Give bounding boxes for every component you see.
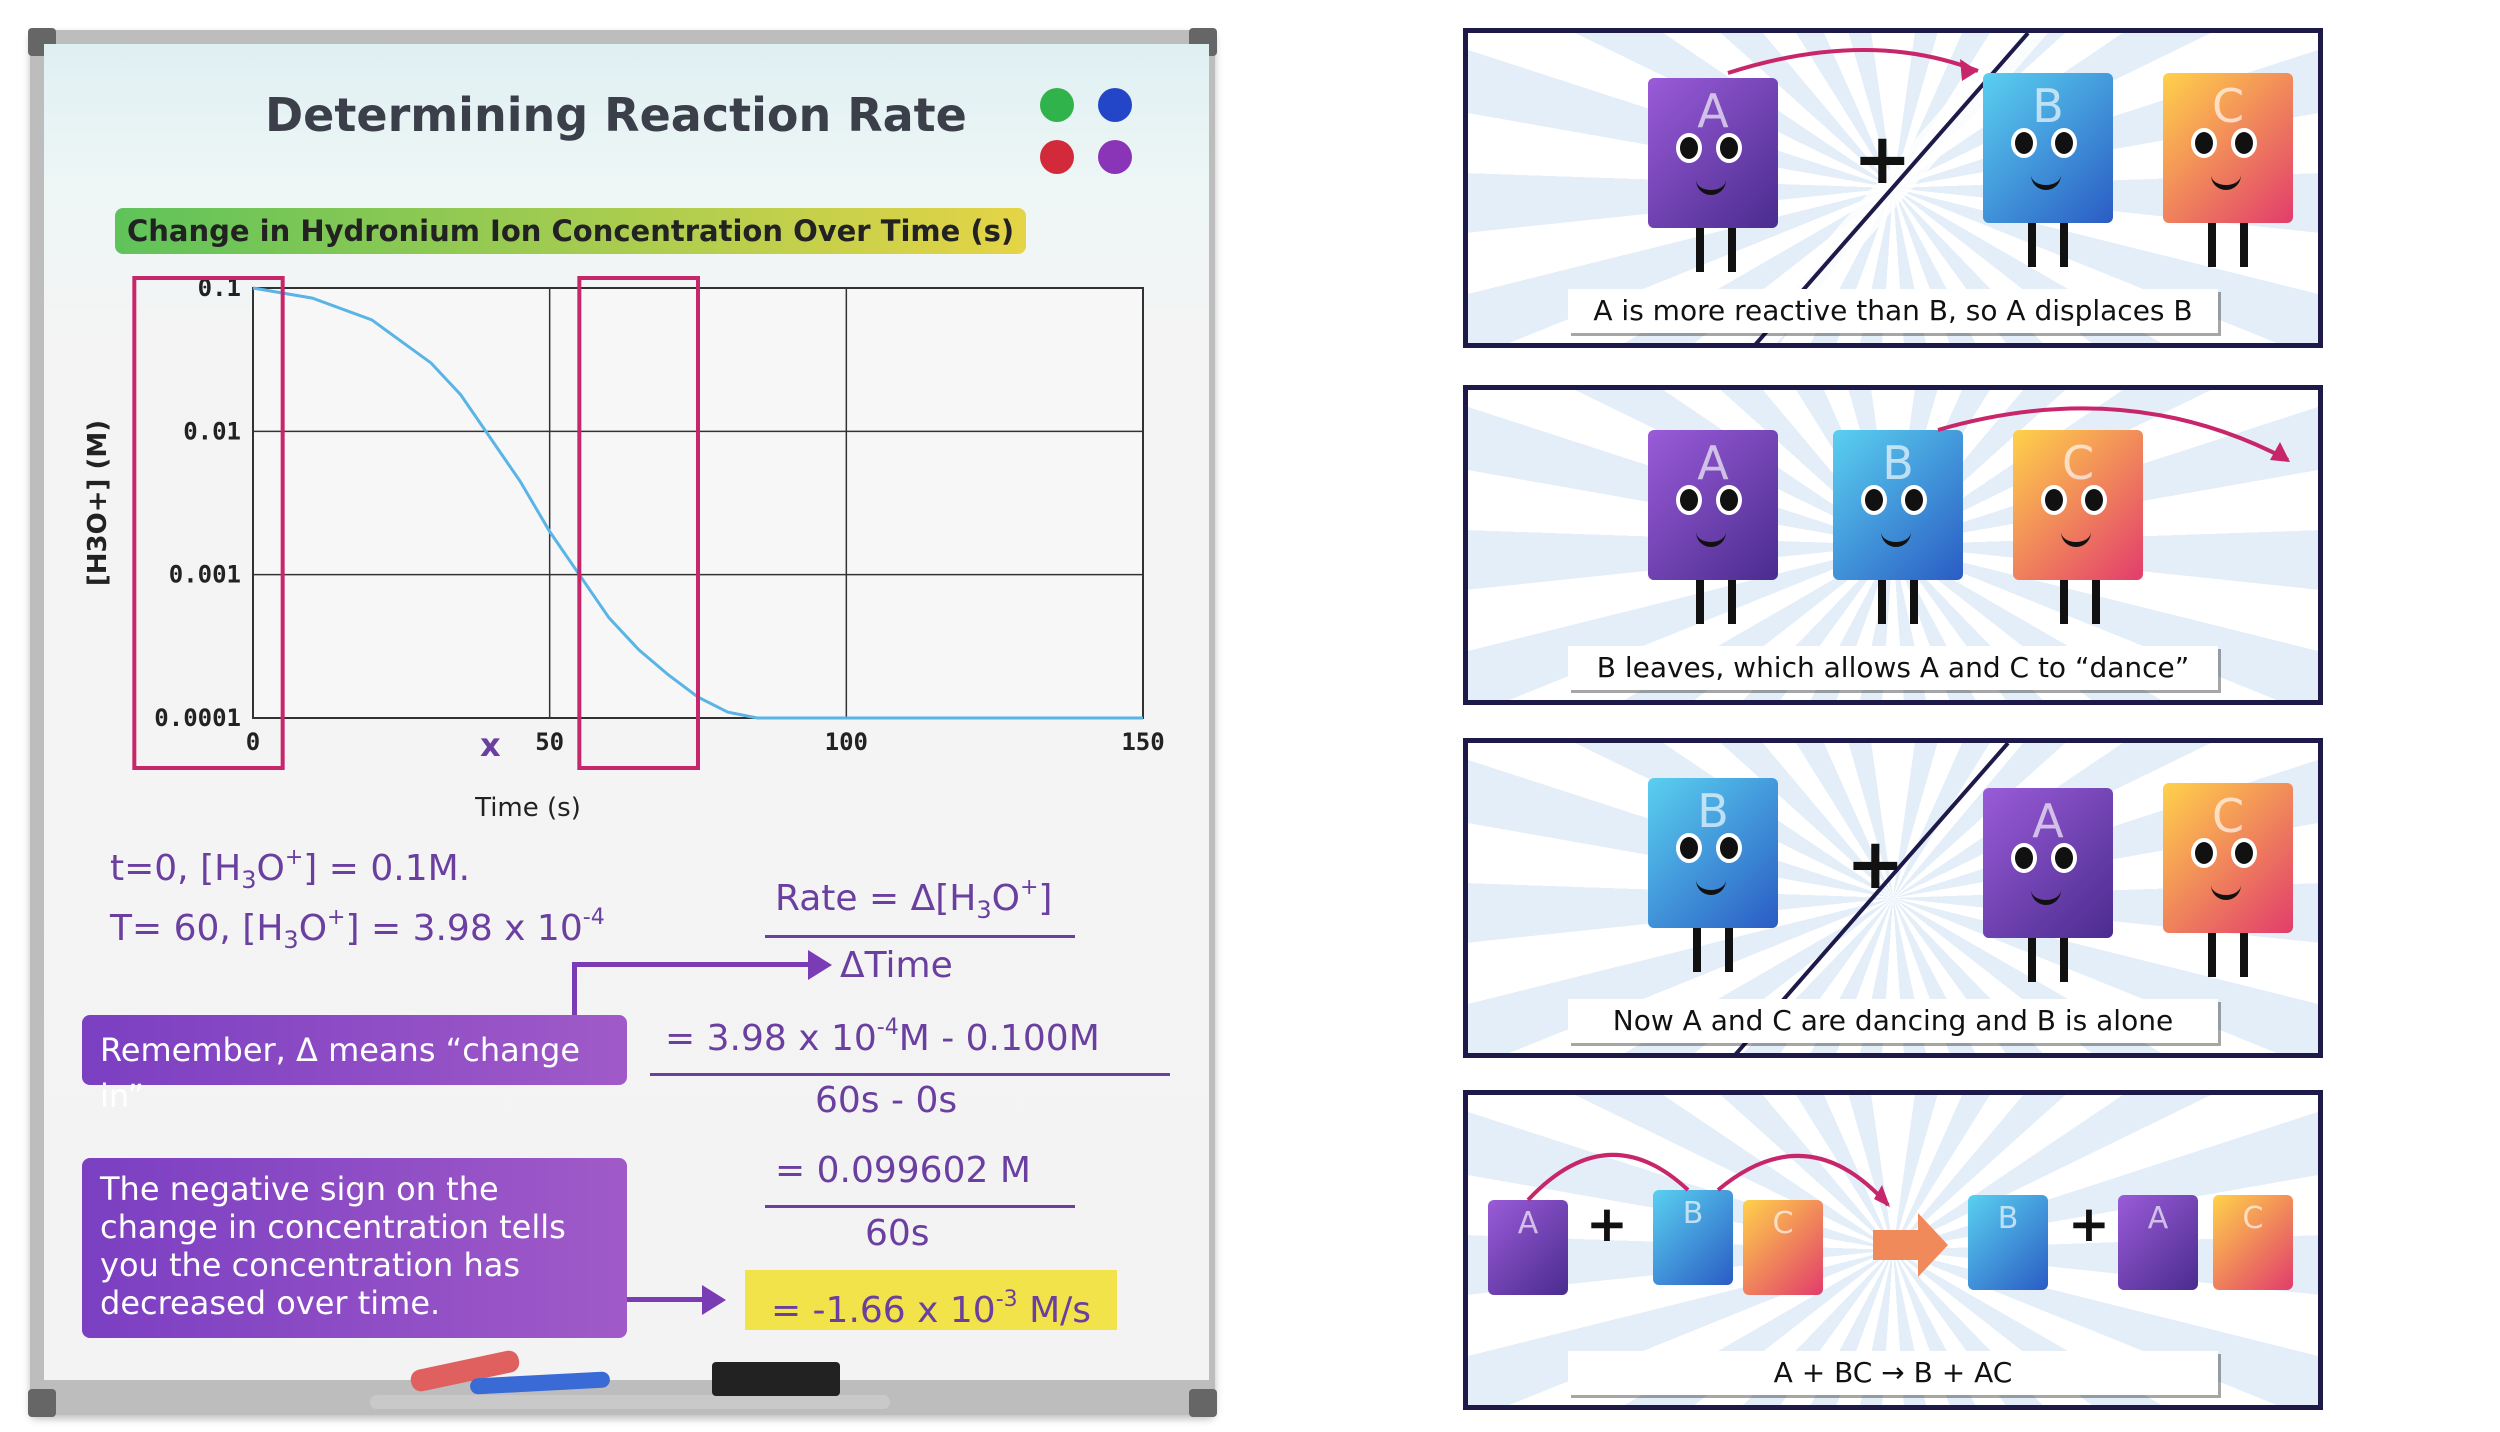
book-a: A	[1488, 1200, 1568, 1295]
highlight-box	[132, 276, 285, 770]
y-tick-label: 0.0001	[154, 704, 241, 732]
panel-equation: A + B C B + A C A + BC → B + AC	[1463, 1090, 2323, 1410]
book-c: C	[2213, 1195, 2293, 1290]
book-c: C	[2013, 430, 2143, 580]
book-b-legs	[1693, 928, 1733, 972]
arrow-a-to-b	[1727, 48, 1979, 81]
panel-b-leaves: A B C B leaves, which allows A and C to …	[1463, 385, 2323, 705]
arrow-to-denominator	[572, 962, 812, 967]
book-a: A	[1983, 788, 2113, 938]
arrow-to-denominator-stem	[572, 962, 577, 1017]
fraction-line-1	[765, 935, 1075, 938]
highlight-box	[577, 276, 701, 770]
book-c-legs	[2208, 223, 2248, 267]
note-initial: t=0, [H3O+] = 0.1M.	[110, 845, 471, 894]
book-a-legs	[1696, 580, 1736, 624]
x-marker: x	[480, 726, 501, 764]
x-tick-label: 0	[246, 728, 260, 756]
calc-numerator: = 3.98 x 10-4M - 0.100M	[665, 1015, 1100, 1059]
fraction-line-3	[765, 1205, 1075, 1208]
book-b-legs	[1878, 580, 1918, 624]
book-b: B	[1983, 73, 2113, 223]
book-a: A	[1648, 430, 1778, 580]
panel4-caption: A + BC → B + AC	[1568, 1351, 2218, 1395]
book-a: A	[2118, 1195, 2198, 1290]
plus-icon: +	[1586, 1195, 1628, 1253]
blue-dot	[1098, 88, 1132, 122]
result-numerator: = 0.099602 M	[775, 1150, 1031, 1191]
fraction-line-2	[650, 1073, 1170, 1076]
panel1-caption: A is more reactive than B, so A displace…	[1568, 289, 2218, 333]
arrow-b-leaves	[1937, 406, 2290, 462]
note-final-concentration: T= 60, [H3O+] = 3.98 x 10-4	[110, 905, 605, 954]
panel3-caption: Now A and C are dancing and B is alone	[1568, 999, 2218, 1043]
book-c: C	[1743, 1200, 1823, 1295]
result-denominator: 60s	[865, 1213, 930, 1254]
plus-icon: +	[2068, 1195, 2110, 1253]
book-a: A	[1648, 78, 1778, 228]
panel2-caption: B leaves, which allows A and C to “dance…	[1568, 646, 2218, 690]
rate-denominator: ΔTime	[840, 945, 953, 986]
book-c: C	[2163, 783, 2293, 933]
reaction-arrows	[1526, 1152, 1948, 1277]
final-rate: = -1.66 x 10-3 M/s	[745, 1270, 1117, 1331]
remember-box: Remember, Δ means “change in”	[82, 1015, 627, 1115]
purple-dot	[1098, 140, 1132, 174]
book-a-legs	[1696, 228, 1736, 272]
x-tick-label: 50	[535, 728, 564, 756]
plus-icon: +	[1853, 118, 1912, 200]
marker-tray	[370, 1395, 890, 1409]
green-dot	[1040, 88, 1074, 122]
calc-denominator: 60s - 0s	[815, 1080, 958, 1121]
y-tick-label: 0.01	[183, 417, 241, 445]
book-b: B	[1968, 1195, 2048, 1290]
x-tick-label: 150	[1121, 728, 1164, 756]
arrow-head-1	[808, 950, 832, 980]
concentration-curve	[252, 286, 1143, 720]
y-tick-label: 0.001	[169, 561, 241, 589]
book-b: B	[1833, 430, 1963, 580]
book-b-legs	[2028, 223, 2068, 267]
chart-subtitle: Change in Hydronium Ion Concentration Ov…	[115, 208, 1027, 254]
book-b: B	[1653, 1190, 1733, 1285]
book-c-legs	[2208, 933, 2248, 977]
y-axis-label: [H3O+] (M)	[83, 420, 113, 586]
red-dot	[1040, 140, 1074, 174]
book-c: C	[2163, 73, 2293, 223]
rate-formula: Rate = Δ[H3O+]	[775, 875, 1053, 924]
x-tick-label: 100	[825, 728, 868, 756]
plus-icon: +	[1846, 823, 1905, 905]
arrow-head-2	[702, 1285, 726, 1315]
panel-displacement: A + B C A is more reactive than B, so A …	[1463, 28, 2323, 348]
book-a-legs	[2028, 938, 2068, 982]
page-title: Determining Reaction Rate	[265, 88, 967, 142]
eraser	[712, 1362, 840, 1396]
negative-sign-box: The negative sign on the change in conce…	[82, 1158, 627, 1338]
x-axis-label: Time (s)	[474, 793, 581, 823]
arrow-to-final	[627, 1297, 707, 1302]
book-b: B	[1648, 778, 1778, 928]
book-c-legs	[2060, 580, 2100, 624]
panel-dancing: B + A C Now A and C are dancing and B is…	[1463, 738, 2323, 1058]
